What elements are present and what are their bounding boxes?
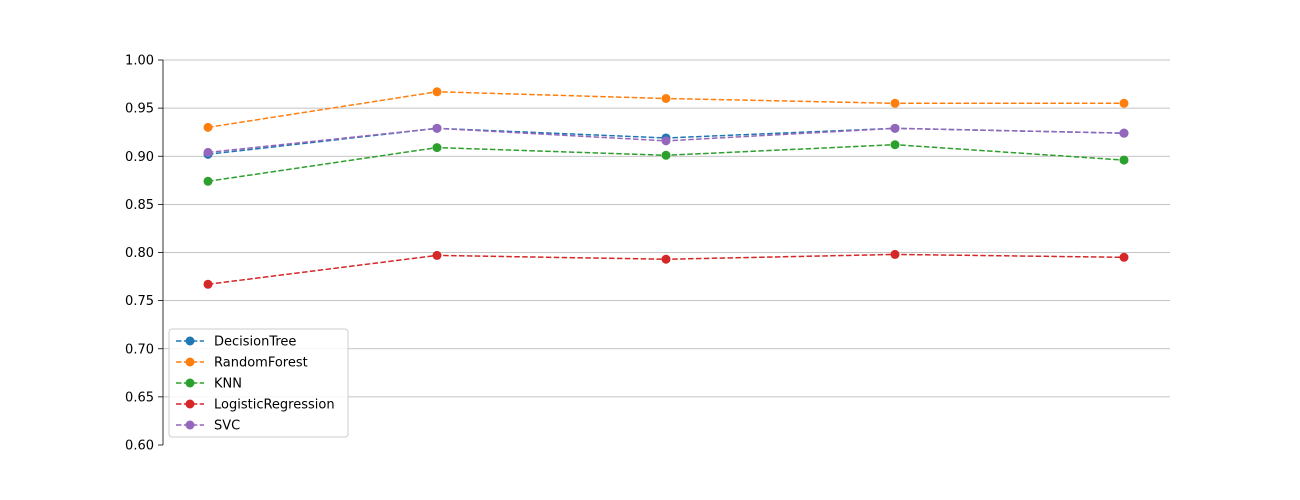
data-point-randomforest	[1119, 98, 1129, 108]
y-tick-label: 0.75	[125, 294, 154, 309]
legend-swatch-marker	[185, 378, 195, 388]
legend-label: KNN	[214, 377, 242, 392]
data-point-logisticregression	[1119, 252, 1129, 262]
data-point-svc	[661, 136, 671, 146]
y-tick-label: 0.70	[125, 342, 154, 357]
series-line-knn	[207, 143, 1125, 183]
data-point-svc	[432, 123, 442, 133]
legend: DecisionTree RandomForest KNN LogisticRegre…	[168, 328, 349, 438]
data-point-knn	[432, 143, 442, 153]
data-point-randomforest	[661, 94, 671, 103]
data-point-knn	[1119, 155, 1129, 165]
legend-label: RandomForest	[214, 356, 308, 371]
legend-swatch-marker	[185, 399, 195, 409]
y-tick-label: 0.85	[125, 198, 154, 213]
legend-swatch-marker	[185, 420, 195, 430]
legend-label: DecisionTree	[214, 335, 296, 350]
legend-swatch-marker	[185, 336, 195, 346]
y-tick-label: 0.80	[125, 246, 154, 261]
y-tick-label: 1.00	[125, 54, 154, 69]
legend-label: LogisticRegression	[214, 398, 335, 413]
data-point-randomforest	[203, 122, 213, 132]
data-point-randomforest	[890, 98, 900, 108]
y-tick-label: 0.90	[125, 150, 154, 165]
axis-layer: 0.60 0.65 0.70 0.75 0.80 0.85 0.90 0.95 1.00	[125, 54, 164, 454]
data-point-svc	[890, 123, 900, 133]
data-point-logisticregression	[432, 250, 442, 260]
legend-box	[168, 328, 349, 438]
data-point-knn	[203, 176, 213, 186]
data-point-svc	[203, 147, 213, 157]
data-point-knn	[890, 140, 900, 150]
data-point-logisticregression	[661, 254, 671, 264]
data-point-logisticregression	[890, 249, 900, 259]
legend-label: SVC	[214, 419, 240, 434]
y-tick-label: 0.60	[125, 439, 154, 454]
y-tick-label: 0.95	[125, 102, 154, 117]
data-point-knn	[661, 150, 671, 160]
data-point-svc	[1119, 128, 1129, 138]
legend-swatch-marker	[185, 357, 195, 367]
series-layer	[203, 87, 1129, 289]
data-point-logisticregression	[203, 279, 213, 289]
y-tick-label: 0.65	[125, 390, 154, 405]
data-point-randomforest	[432, 87, 442, 97]
